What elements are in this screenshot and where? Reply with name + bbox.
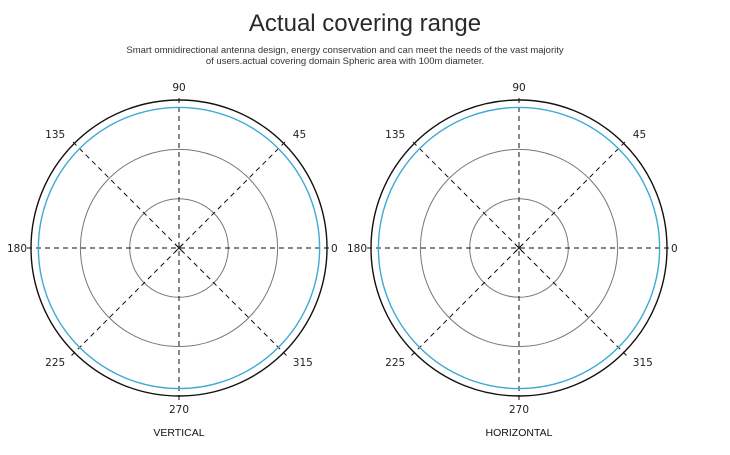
angle-label-315: 315 (633, 357, 653, 369)
angle-label-90: 90 (512, 82, 525, 94)
angle-label-315: 315 (293, 357, 313, 369)
angle-label-135: 135 (385, 129, 405, 141)
page-subtitle: Smart omnidirectional antenna design, en… (60, 45, 630, 67)
angle-label-45: 45 (633, 129, 646, 141)
vertical-caption: VERTICAL (153, 427, 204, 439)
angle-label-180: 180 (347, 243, 367, 255)
horizontal-polar-chart: 0 45 90 135 180 225 270 315 HORIZONTAL (347, 82, 678, 439)
angle-label-225: 225 (385, 357, 405, 369)
angle-label-180: 180 (7, 243, 27, 255)
page-title: Actual covering range (248, 10, 482, 37)
center-mark-b (174, 243, 184, 253)
angle-label-90: 90 (172, 82, 185, 94)
subtitle-line-1: Smart omnidirectional antenna design, en… (126, 45, 564, 56)
radiation-pattern-line (37, 106, 321, 390)
angle-label-270: 270 (509, 404, 529, 416)
outer-ring (370, 99, 668, 397)
angle-label-45: 45 (293, 129, 306, 141)
vertical-polar-chart: 0 45 90 135 180 225 270 315 VERTICAL (7, 82, 338, 439)
outer-ring (30, 99, 328, 397)
angle-label-0: 0 (671, 243, 678, 255)
angle-label-270: 270 (169, 404, 189, 416)
spoke-135 (71, 140, 287, 356)
radiation-pattern-line (377, 106, 661, 390)
center-mark-b (514, 243, 524, 253)
angle-label-0: 0 (331, 243, 338, 255)
inner-ring-2 (419, 148, 619, 348)
spoke-45 (411, 140, 627, 356)
inner-ring-2 (79, 148, 279, 348)
angle-label-225: 225 (45, 357, 65, 369)
angle-label-135: 135 (45, 129, 65, 141)
spoke-45 (71, 140, 287, 356)
subtitle-line-2: of users.actual covering domain Spheric … (205, 56, 485, 67)
horizontal-caption: HORIZONTAL (486, 427, 553, 439)
spoke-135 (411, 140, 627, 356)
